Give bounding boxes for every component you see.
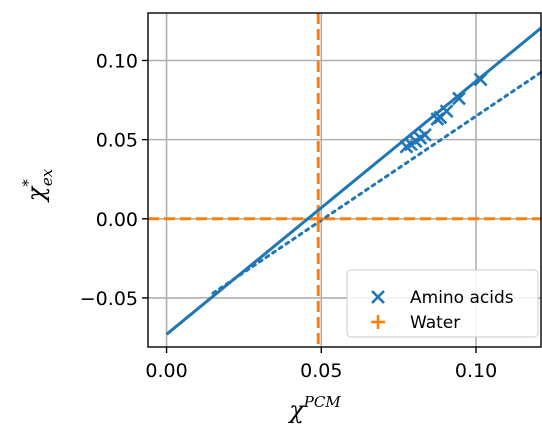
x-tick-label: 0.05: [300, 360, 342, 382]
marker-stroke: [473, 72, 488, 87]
legend: Amino acids Water: [346, 269, 539, 338]
reference-lines: [148, 13, 541, 347]
y-tick-label: 0.05: [96, 130, 138, 152]
x-tick-label: 0.00: [145, 360, 187, 382]
plot-frame: [147, 12, 542, 348]
amino-acid-point: [439, 104, 454, 119]
y-tick-label: 0.10: [96, 50, 138, 72]
legend-marker: [371, 315, 385, 329]
x-tick-label: 0.10: [455, 360, 497, 382]
svg-text:χ*ex: χ*ex: [19, 168, 56, 203]
legend-label: Water: [410, 313, 460, 333]
dotted-fit-line: [211, 70, 542, 295]
legend-label: Amino acids: [410, 288, 514, 308]
data-markers: [311, 72, 488, 226]
amino-acid-point: [418, 127, 432, 142]
marker-stroke: [452, 91, 466, 106]
legend-box: [346, 269, 539, 338]
y-tick-label: −0.05: [80, 288, 138, 310]
marker-stroke: [371, 290, 385, 304]
axis-ticks: 0.00 0.05 0.10 −0.05 0.00 0.05 0.10: [80, 50, 497, 382]
y-axis-label: χ*ex: [19, 168, 56, 203]
amino-acid-point: [452, 91, 466, 106]
y-tick-label: 0.00: [96, 209, 138, 231]
water-point: [311, 211, 326, 226]
marker-stroke: [439, 104, 454, 119]
amino-acid-point: [473, 72, 488, 87]
marker-stroke: [418, 127, 432, 142]
x-axis-label: χPCM: [287, 393, 341, 424]
legend-marker: [371, 290, 385, 304]
